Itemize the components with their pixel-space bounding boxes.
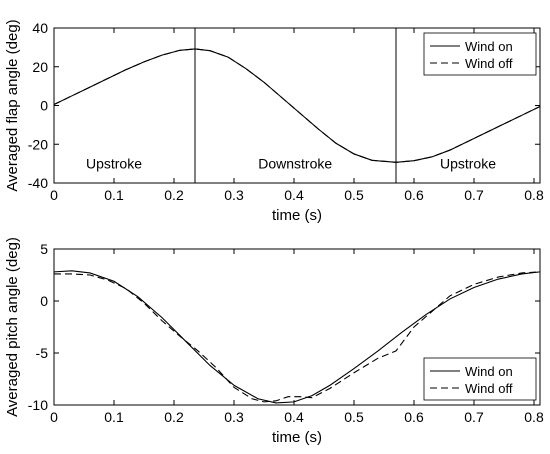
x-tick-label: 0.3 xyxy=(224,409,244,425)
series-line-wind-off xyxy=(53,48,541,163)
legend-label: Wind on xyxy=(465,39,513,54)
pitch-angle-panel: 0 0.1 0.2 0.3 0.4 0.5 0.6 0.7 0.8 -10 -5 0 5 time (s)… xyxy=(4,237,544,446)
y-tick-label: -5 xyxy=(36,345,49,361)
x-tick-label: 0.8 xyxy=(524,409,544,425)
legend-box xyxy=(423,357,537,401)
x-tick-label: 0.3 xyxy=(224,187,244,203)
x-tick-label: 0.2 xyxy=(164,187,184,203)
stroke-phase-annotation: Upstroke xyxy=(86,156,142,172)
x-axis-label: time (s) xyxy=(272,429,322,446)
x-tick-label: 0.8 xyxy=(524,187,544,203)
flap-angle-panel: 0 0.1 0.2 0.3 0.4 0.5 0.6 0.7 0.8 -40 -20 0 20 40 time… xyxy=(4,19,544,224)
legend: Wind on Wind off xyxy=(423,32,537,76)
y-tick-label: -10 xyxy=(28,397,48,413)
x-tick-label: 0.4 xyxy=(284,409,304,425)
x-tick-label: 0.7 xyxy=(464,409,484,425)
stroke-phase-annotation: Upstroke xyxy=(440,156,496,172)
x-tick-label: 0 xyxy=(50,409,58,425)
legend: Wind on Wind off xyxy=(423,357,537,401)
y-tick-label: 5 xyxy=(40,241,48,257)
x-tick-label: 0.7 xyxy=(464,187,484,203)
y-tick-label: 20 xyxy=(32,59,48,75)
y-tick-label: 0 xyxy=(40,98,48,114)
axes-frame xyxy=(53,248,541,406)
x-tick-label: 0.5 xyxy=(344,187,364,203)
y-axis-label: Averaged flap angle (deg) xyxy=(4,19,21,191)
y-tick-label: 0 xyxy=(40,293,48,309)
x-tick-label: 0.1 xyxy=(104,409,124,425)
legend-label: Wind off xyxy=(465,381,513,396)
x-tick-label: 0.6 xyxy=(404,187,424,203)
y-tick-label: -40 xyxy=(28,175,48,191)
y-tick-label: -20 xyxy=(28,136,48,152)
x-tick-label: 0.4 xyxy=(284,187,304,203)
x-tick-label: 0.1 xyxy=(104,187,124,203)
legend-label: Wind on xyxy=(465,364,513,379)
stroke-phase-annotation: Downstroke xyxy=(258,156,332,172)
y-axis-label: Averaged pitch angle (deg) xyxy=(4,237,21,417)
x-tick-label: 0.6 xyxy=(404,409,424,425)
x-tick-label: 0.2 xyxy=(164,409,184,425)
x-tick-label: 0 xyxy=(50,187,58,203)
series-line-wind-off xyxy=(54,271,541,403)
x-tick-label: 0.5 xyxy=(344,409,364,425)
y-tick-label: 40 xyxy=(32,20,48,36)
legend-label: Wind off xyxy=(465,56,513,71)
legend-box xyxy=(423,32,537,76)
x-axis-label: time (s) xyxy=(272,207,322,224)
